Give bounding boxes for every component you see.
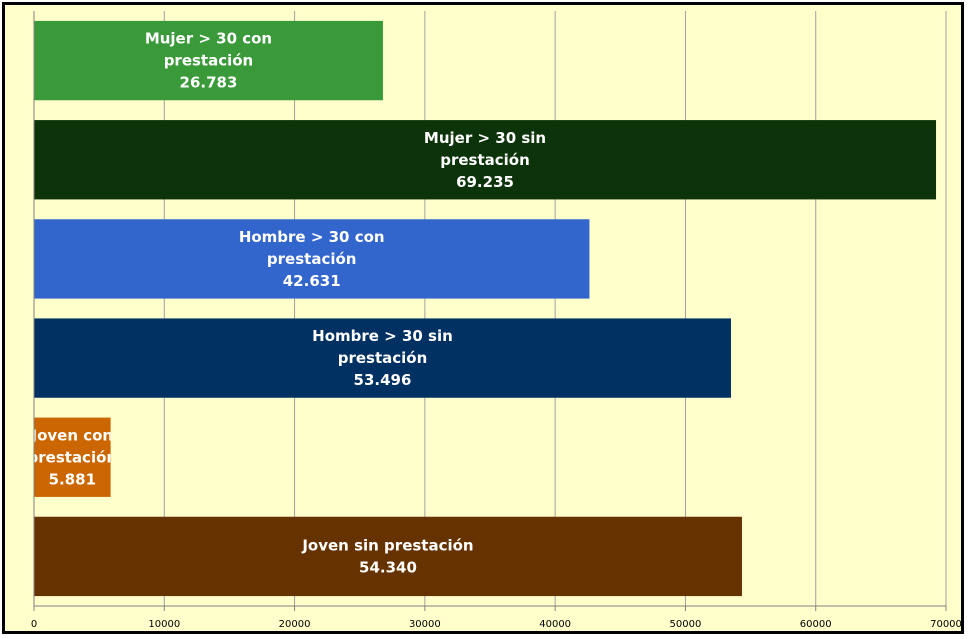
bar-data-label-5-line-1: 54.340 bbox=[359, 558, 417, 576]
bar-data-label-0-line-2: 26.783 bbox=[180, 74, 238, 92]
bar-data-label-2-line-2: 42.631 bbox=[283, 272, 341, 290]
bar-group-3: Hombre > 30 sin prestación 53.496 bbox=[34, 318, 731, 398]
bar-data-label-4: Joven con prestación 5.881 bbox=[28, 426, 118, 488]
bar-data-label-4-line-0: Joven con bbox=[30, 426, 113, 444]
bar-data-label-1-line-0: Mujer > 30 sin bbox=[424, 129, 546, 147]
x-tick-label-0: 0 bbox=[31, 619, 37, 630]
bar-data-label-0: Mujer > 30 con prestación 26.783 bbox=[145, 30, 272, 92]
bar-data-label-1-line-1: prestación bbox=[440, 151, 530, 169]
bar-group-5: Joven sin prestación 54.340 bbox=[34, 516, 742, 597]
grid-lines bbox=[163, 11, 947, 606]
bar-5 bbox=[34, 516, 742, 597]
x-tick-label-50000: 50000 bbox=[670, 619, 702, 630]
bar-group-0: Mujer > 30 con prestación 26.783 bbox=[34, 20, 383, 101]
bar-data-label-2: Hombre > 30 con prestación 42.631 bbox=[239, 228, 385, 290]
bar-1 bbox=[34, 120, 937, 200]
x-tick-label-60000: 60000 bbox=[800, 619, 832, 630]
bar-data-label-3: Hombre > 30 sin prestación 53.496 bbox=[312, 327, 453, 389]
bar-data-label-4-line-2: 5.881 bbox=[49, 470, 96, 488]
bar-3 bbox=[34, 318, 731, 398]
bar-data-label-3-line-1: prestación bbox=[338, 349, 428, 367]
bar-data-label-0-line-1: prestación bbox=[164, 52, 254, 70]
x-tick-label-10000: 10000 bbox=[148, 619, 180, 630]
x-tick-label-20000: 20000 bbox=[279, 619, 311, 630]
bar-data-label-1: Mujer > 30 sin prestación 69.235 bbox=[424, 129, 546, 191]
bar-0 bbox=[34, 20, 383, 101]
bar-group-4: Joven con prestación 5.881 bbox=[28, 417, 118, 497]
bar-data-label-3-line-2: 53.496 bbox=[354, 371, 412, 389]
x-tick-label-70000: 70000 bbox=[930, 619, 961, 630]
bar-2 bbox=[34, 219, 590, 299]
bar-data-label-5: Joven sin prestación 54.340 bbox=[301, 536, 473, 576]
x-tick-label-40000: 40000 bbox=[539, 619, 571, 630]
bar-data-label-2-line-1: prestación bbox=[267, 250, 357, 268]
bar-data-label-1-line-2: 69.235 bbox=[456, 173, 514, 191]
bar-data-label-5-line-0: Joven sin prestación bbox=[301, 536, 473, 554]
bar-4 bbox=[34, 417, 111, 497]
bar-data-label-2-line-0: Hombre > 30 con bbox=[239, 228, 385, 246]
bar-group-1: Mujer > 30 sin prestación 69.235 bbox=[34, 120, 937, 200]
x-tick-label-30000: 30000 bbox=[409, 619, 441, 630]
bar-data-label-3-line-0: Hombre > 30 sin bbox=[312, 327, 453, 345]
bar-group-2: Hombre > 30 con prestación 42.631 bbox=[34, 219, 590, 299]
bar-data-label-0-line-0: Mujer > 30 con bbox=[145, 30, 272, 48]
bar-data-label-4-line-1: prestación bbox=[28, 448, 118, 466]
x-axis: 0 10000 20000 30000 40000 50000 60000 70000 bbox=[31, 11, 961, 630]
